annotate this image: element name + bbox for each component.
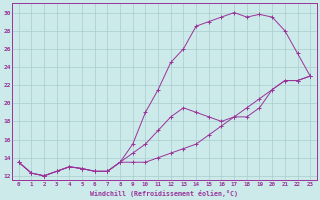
X-axis label: Windchill (Refroidissement éolien,°C): Windchill (Refroidissement éolien,°C) <box>91 190 238 197</box>
